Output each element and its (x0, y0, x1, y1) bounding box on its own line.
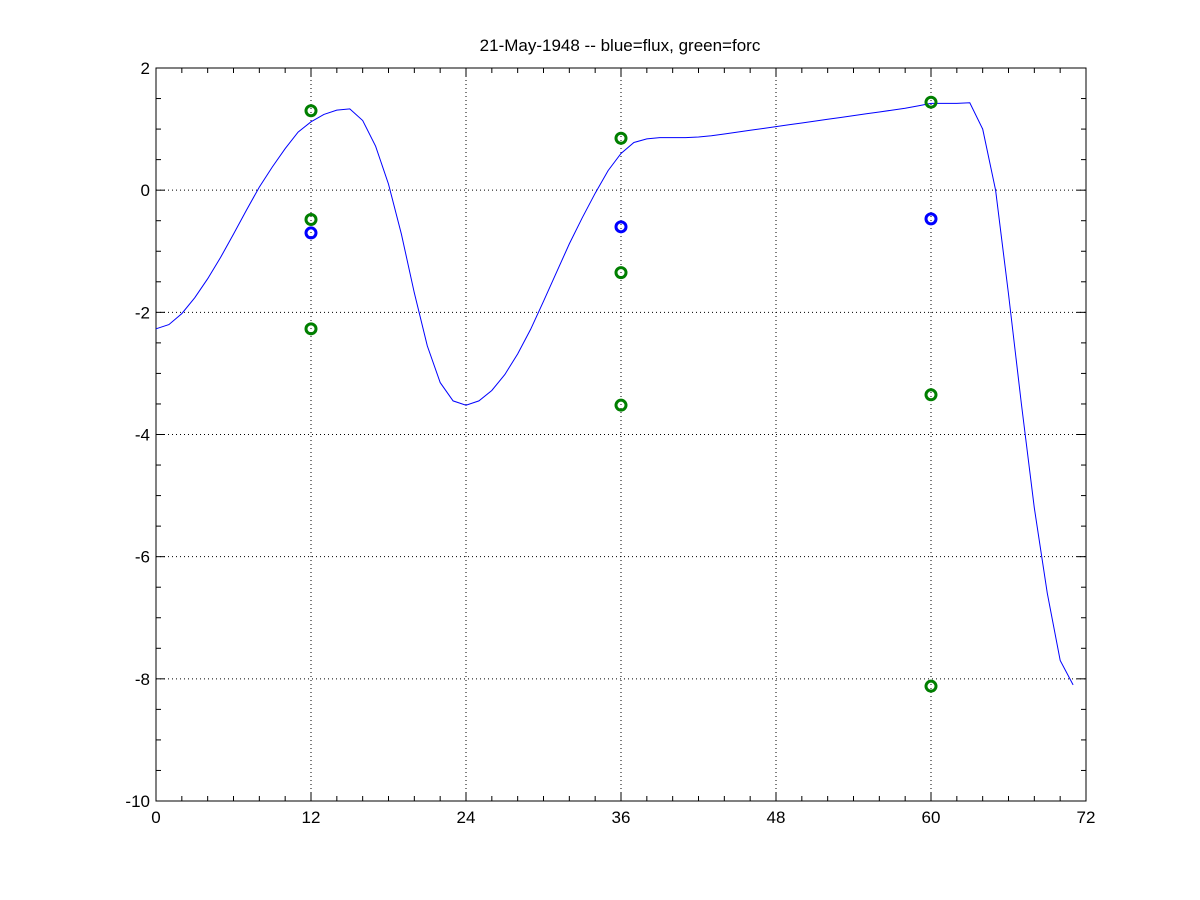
x-tick-labels: 0 12 24 36 48 60 72 (151, 808, 1095, 827)
forc-point (614, 266, 628, 280)
chart-title: 21-May-1948 -- blue=flux, green=forc (480, 36, 761, 55)
forc-point (614, 398, 628, 412)
y-tick-label: 2 (141, 59, 150, 78)
y-tick-label: -10 (125, 792, 150, 811)
forc-point (304, 322, 318, 336)
line-series (155, 102, 1074, 686)
x-tick-label: 48 (767, 808, 786, 827)
forc-point (614, 131, 628, 145)
y-tick-label: -2 (135, 303, 150, 322)
y-tick-label: 0 (141, 181, 150, 200)
x-tick-label: 24 (457, 808, 476, 827)
y-tick-label: -4 (135, 426, 150, 445)
forc-point (924, 388, 938, 402)
forc-point (304, 104, 318, 118)
flux-point (614, 220, 628, 234)
series-layer (155, 95, 1074, 693)
y-tick-label: -6 (135, 548, 150, 567)
flux-point (924, 212, 938, 226)
x-tick-label: 36 (612, 808, 631, 827)
y-tick-label: -8 (135, 670, 150, 689)
x-tick-label: 12 (302, 808, 321, 827)
forc-point (924, 679, 938, 693)
x-tick-label: 72 (1077, 808, 1096, 827)
y-tick-labels: -10 -8 -6 -4 -2 0 2 (125, 59, 150, 811)
tick-marks (155, 67, 1087, 802)
flux-point (304, 226, 318, 240)
grid-layer (156, 68, 1086, 801)
forc-point (924, 95, 938, 109)
x-tick-label: 60 (922, 808, 941, 827)
forc-point (304, 212, 318, 226)
x-tick-label: 0 (151, 808, 160, 827)
